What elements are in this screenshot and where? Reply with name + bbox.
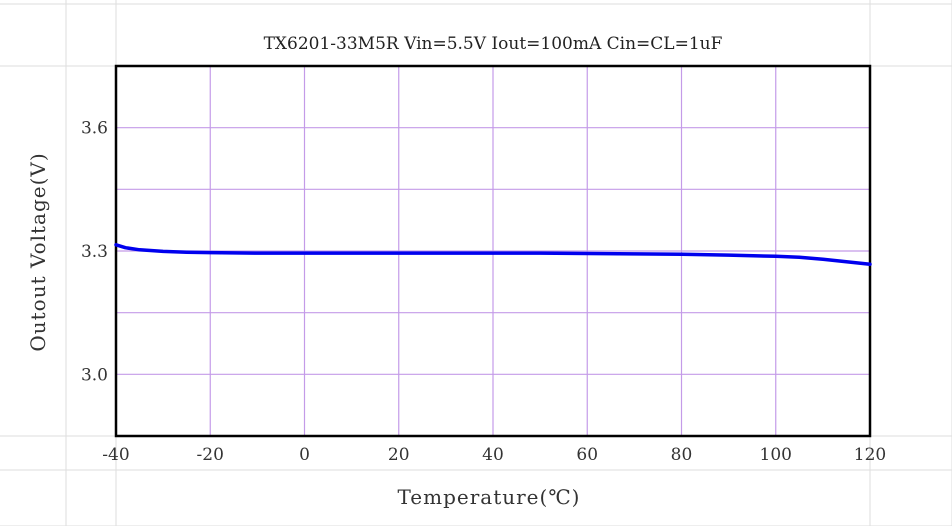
y-axis-label: Outout Voltage(V) [26, 152, 50, 351]
plot-grid [116, 66, 870, 436]
plot-frame [114, 64, 872, 438]
x-tick-label: 120 [854, 445, 886, 465]
series-line [114, 243, 872, 266]
x-tick-labels: -40 -20 0 20 40 60 80 100 120 [102, 445, 886, 465]
x-tick-label: 100 [760, 445, 792, 465]
y-tick-labels: 3.0 3.3 3.6 [81, 119, 108, 386]
x-tick-label: -40 [102, 445, 129, 465]
x-axis-label: Temperature(℃) [397, 485, 580, 509]
series-layer [114, 243, 872, 266]
x-tick-label: 60 [576, 445, 598, 465]
y-tick-label: 3.6 [81, 119, 108, 139]
x-tick-label: 20 [388, 445, 410, 465]
y-tick-label: 3.0 [81, 365, 108, 385]
x-tick-label: 80 [671, 445, 693, 465]
y-tick-label: 3.3 [81, 242, 108, 262]
x-tick-label: -20 [197, 445, 224, 465]
x-tick-label: 0 [299, 445, 310, 465]
x-tick-label: 40 [482, 445, 504, 465]
chart-title: TX6201-33M5R Vin=5.5V Iout=100mA Cin=CL=… [264, 34, 723, 54]
